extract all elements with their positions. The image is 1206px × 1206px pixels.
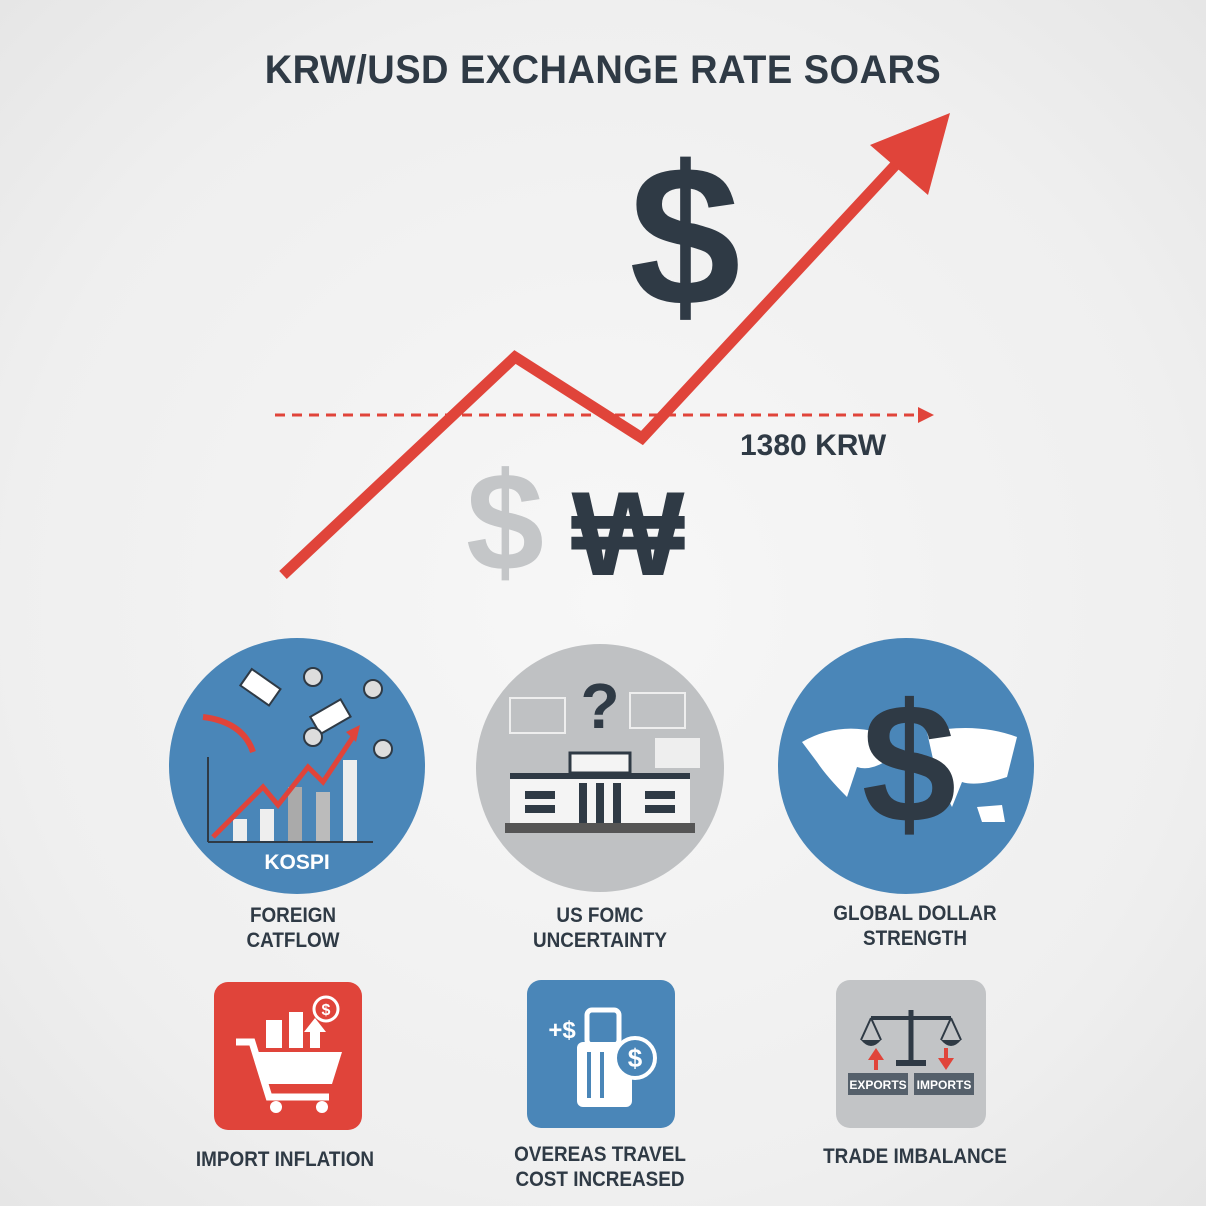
label-line: COST INCREASED xyxy=(515,1168,685,1191)
effect-label-import-inflation: IMPORT INFLATION xyxy=(195,1148,375,1171)
federal-reserve-building-icon: ? xyxy=(476,644,724,892)
svg-text:$: $ xyxy=(322,1002,331,1019)
shopping-cart-icon: $ xyxy=(214,982,362,1130)
label-line: FOREIGN xyxy=(249,904,337,927)
threshold-label: 1380 KRW xyxy=(740,429,887,462)
page-title: KRW/USD EXCHANGE RATE SOARS xyxy=(264,48,942,92)
luggage-icon: +$ $ xyxy=(527,980,675,1128)
imports-tag: IMPORTS xyxy=(917,1078,972,1092)
label-line: UNCERTAINTY xyxy=(532,929,668,952)
factor-label-dollar-strength: GLOBAL DOLLAR STRENGTH xyxy=(812,901,1019,951)
won-symbol: ₩ xyxy=(571,467,685,601)
factor-label-foreign-outflow: FOREIGN CATFLOW xyxy=(203,903,383,953)
factor-label-fomc: US FOMC UNCERTAINTY xyxy=(501,903,699,953)
exports-tag: EXPORTS xyxy=(849,1078,906,1092)
world-dollar-icon: $ xyxy=(778,638,1034,894)
dollar-symbol-faded: $ xyxy=(466,443,544,600)
dollar-icon: $ xyxy=(862,669,957,859)
label-line: US FOMC xyxy=(556,904,644,927)
plus-dollar-label: +$ xyxy=(548,1017,576,1044)
trend-line xyxy=(279,156,905,580)
threshold-arrowhead-icon xyxy=(918,407,934,423)
svg-text:$: $ xyxy=(628,1043,643,1073)
label-line: GLOBAL DOLLAR xyxy=(833,902,997,925)
kospi-chart-icon: KOSPI xyxy=(169,638,425,894)
exchange-rate-chart: 1380 KRW $ $ ₩ xyxy=(275,113,950,601)
dollar-symbol-large: $ xyxy=(629,125,740,348)
effect-label-travel-cost: OVEREAS TRAVEL COST INCREASED xyxy=(497,1142,704,1192)
label-line: OVEREAS TRAVEL xyxy=(514,1143,686,1166)
label-line: CATFLOW xyxy=(246,929,340,952)
label-line: STRENGTH xyxy=(863,927,967,950)
trend-arrowhead-icon xyxy=(870,113,950,195)
kospi-label: KOSPI xyxy=(264,851,329,874)
question-mark-icon: ? xyxy=(580,670,619,742)
effect-label-trade-imbalance: TRADE IMBALANCE xyxy=(823,1145,1007,1168)
scale-icon: EXPORTS IMPORTS xyxy=(836,980,986,1128)
